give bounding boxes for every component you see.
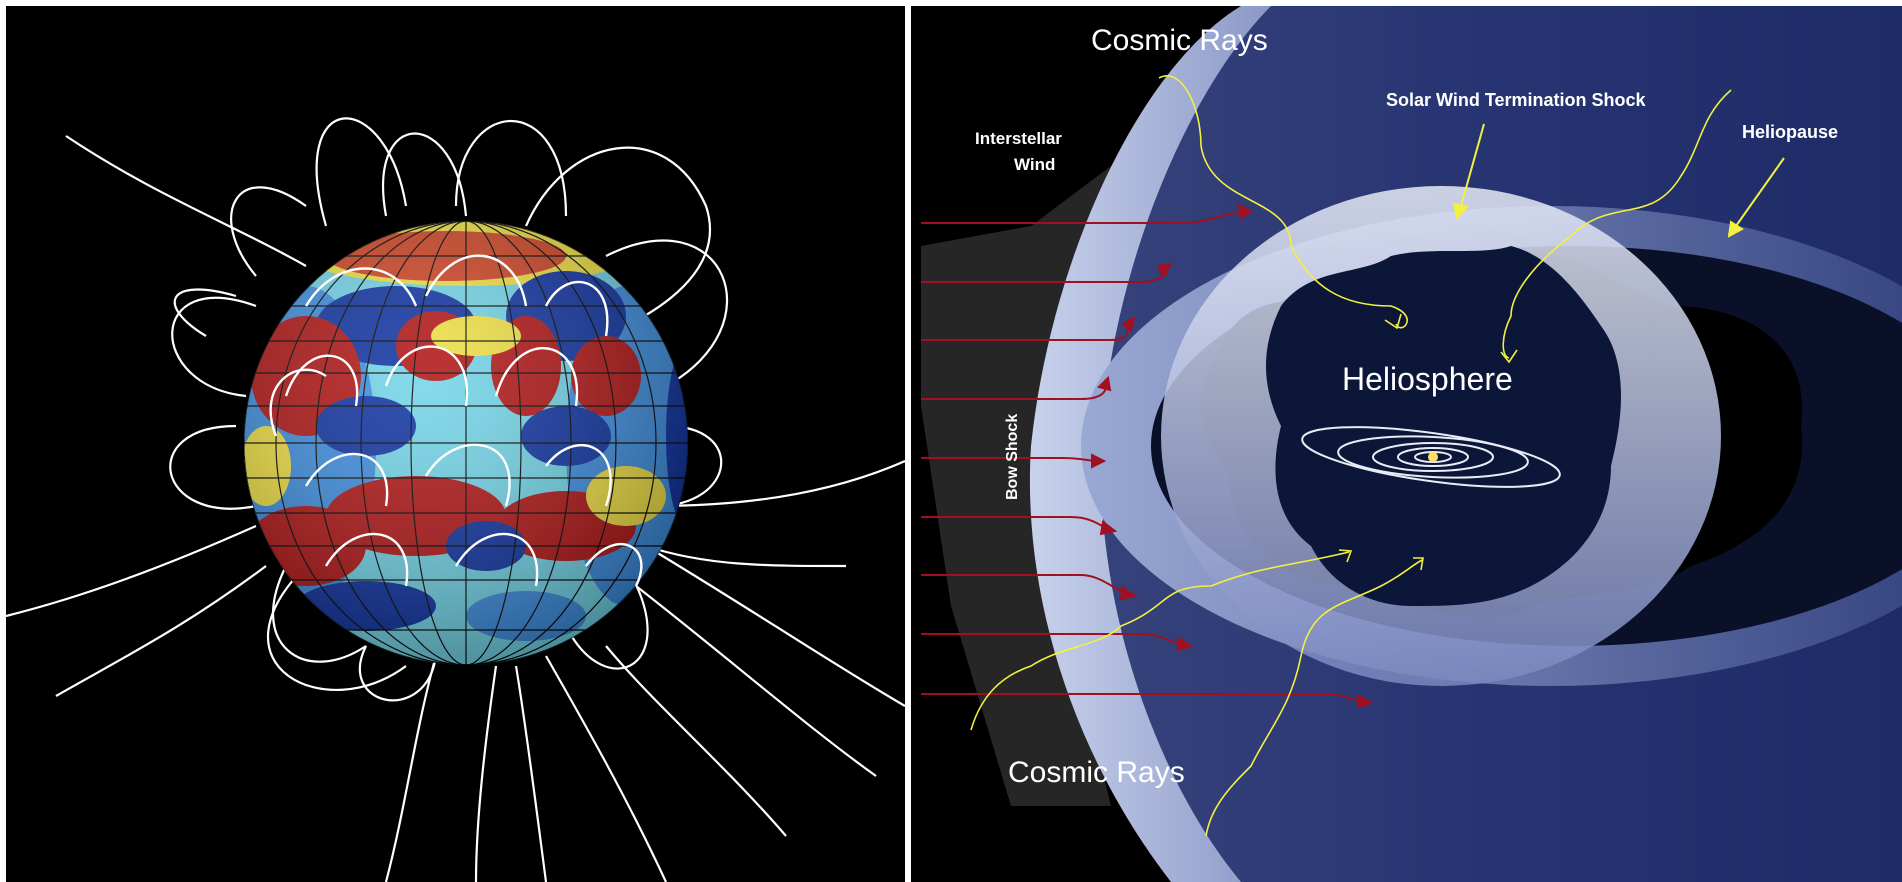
open-field-lines (6, 135, 905, 882)
heliosphere-label: Heliosphere (1342, 361, 1513, 397)
sun-field-line-diagram (6, 117, 905, 882)
cosmic-rays-top-label: Cosmic Rays (1091, 24, 1268, 57)
planetary-orbits (1301, 426, 1561, 488)
closed-field-loops-back (169, 117, 729, 702)
bow-shock-label: Bow Shock (1004, 414, 1021, 500)
cosmic-ray-arrowheads (1338, 313, 1518, 571)
interstellar-wind-arrows (921, 203, 1374, 709)
magnetic-field-panel (6, 6, 905, 882)
closed-field-loops-front (269, 254, 643, 587)
label-pointer-arrows (1452, 123, 1785, 238)
cosmic-ray-paths (970, 75, 1732, 837)
heliosphere-diagram: Cosmic Rays Interstellar Wind Solar Wind… (911, 6, 1902, 882)
heliosphere-interior (1266, 246, 1621, 606)
interstellar-wind-label-line1: Interstellar (975, 129, 1062, 148)
heliopause-label: Heliopause (1742, 122, 1838, 142)
sun-dot (1428, 452, 1438, 462)
cosmic-rays-bottom-label: Cosmic Rays (1008, 756, 1185, 789)
interstellar-wind-label-line2: Wind (1014, 155, 1055, 174)
sun-surface-map (244, 221, 688, 665)
termination-shock-label: Solar Wind Termination Shock (1386, 90, 1647, 110)
heliosphere-panel: Cosmic Rays Interstellar Wind Solar Wind… (911, 6, 1902, 882)
